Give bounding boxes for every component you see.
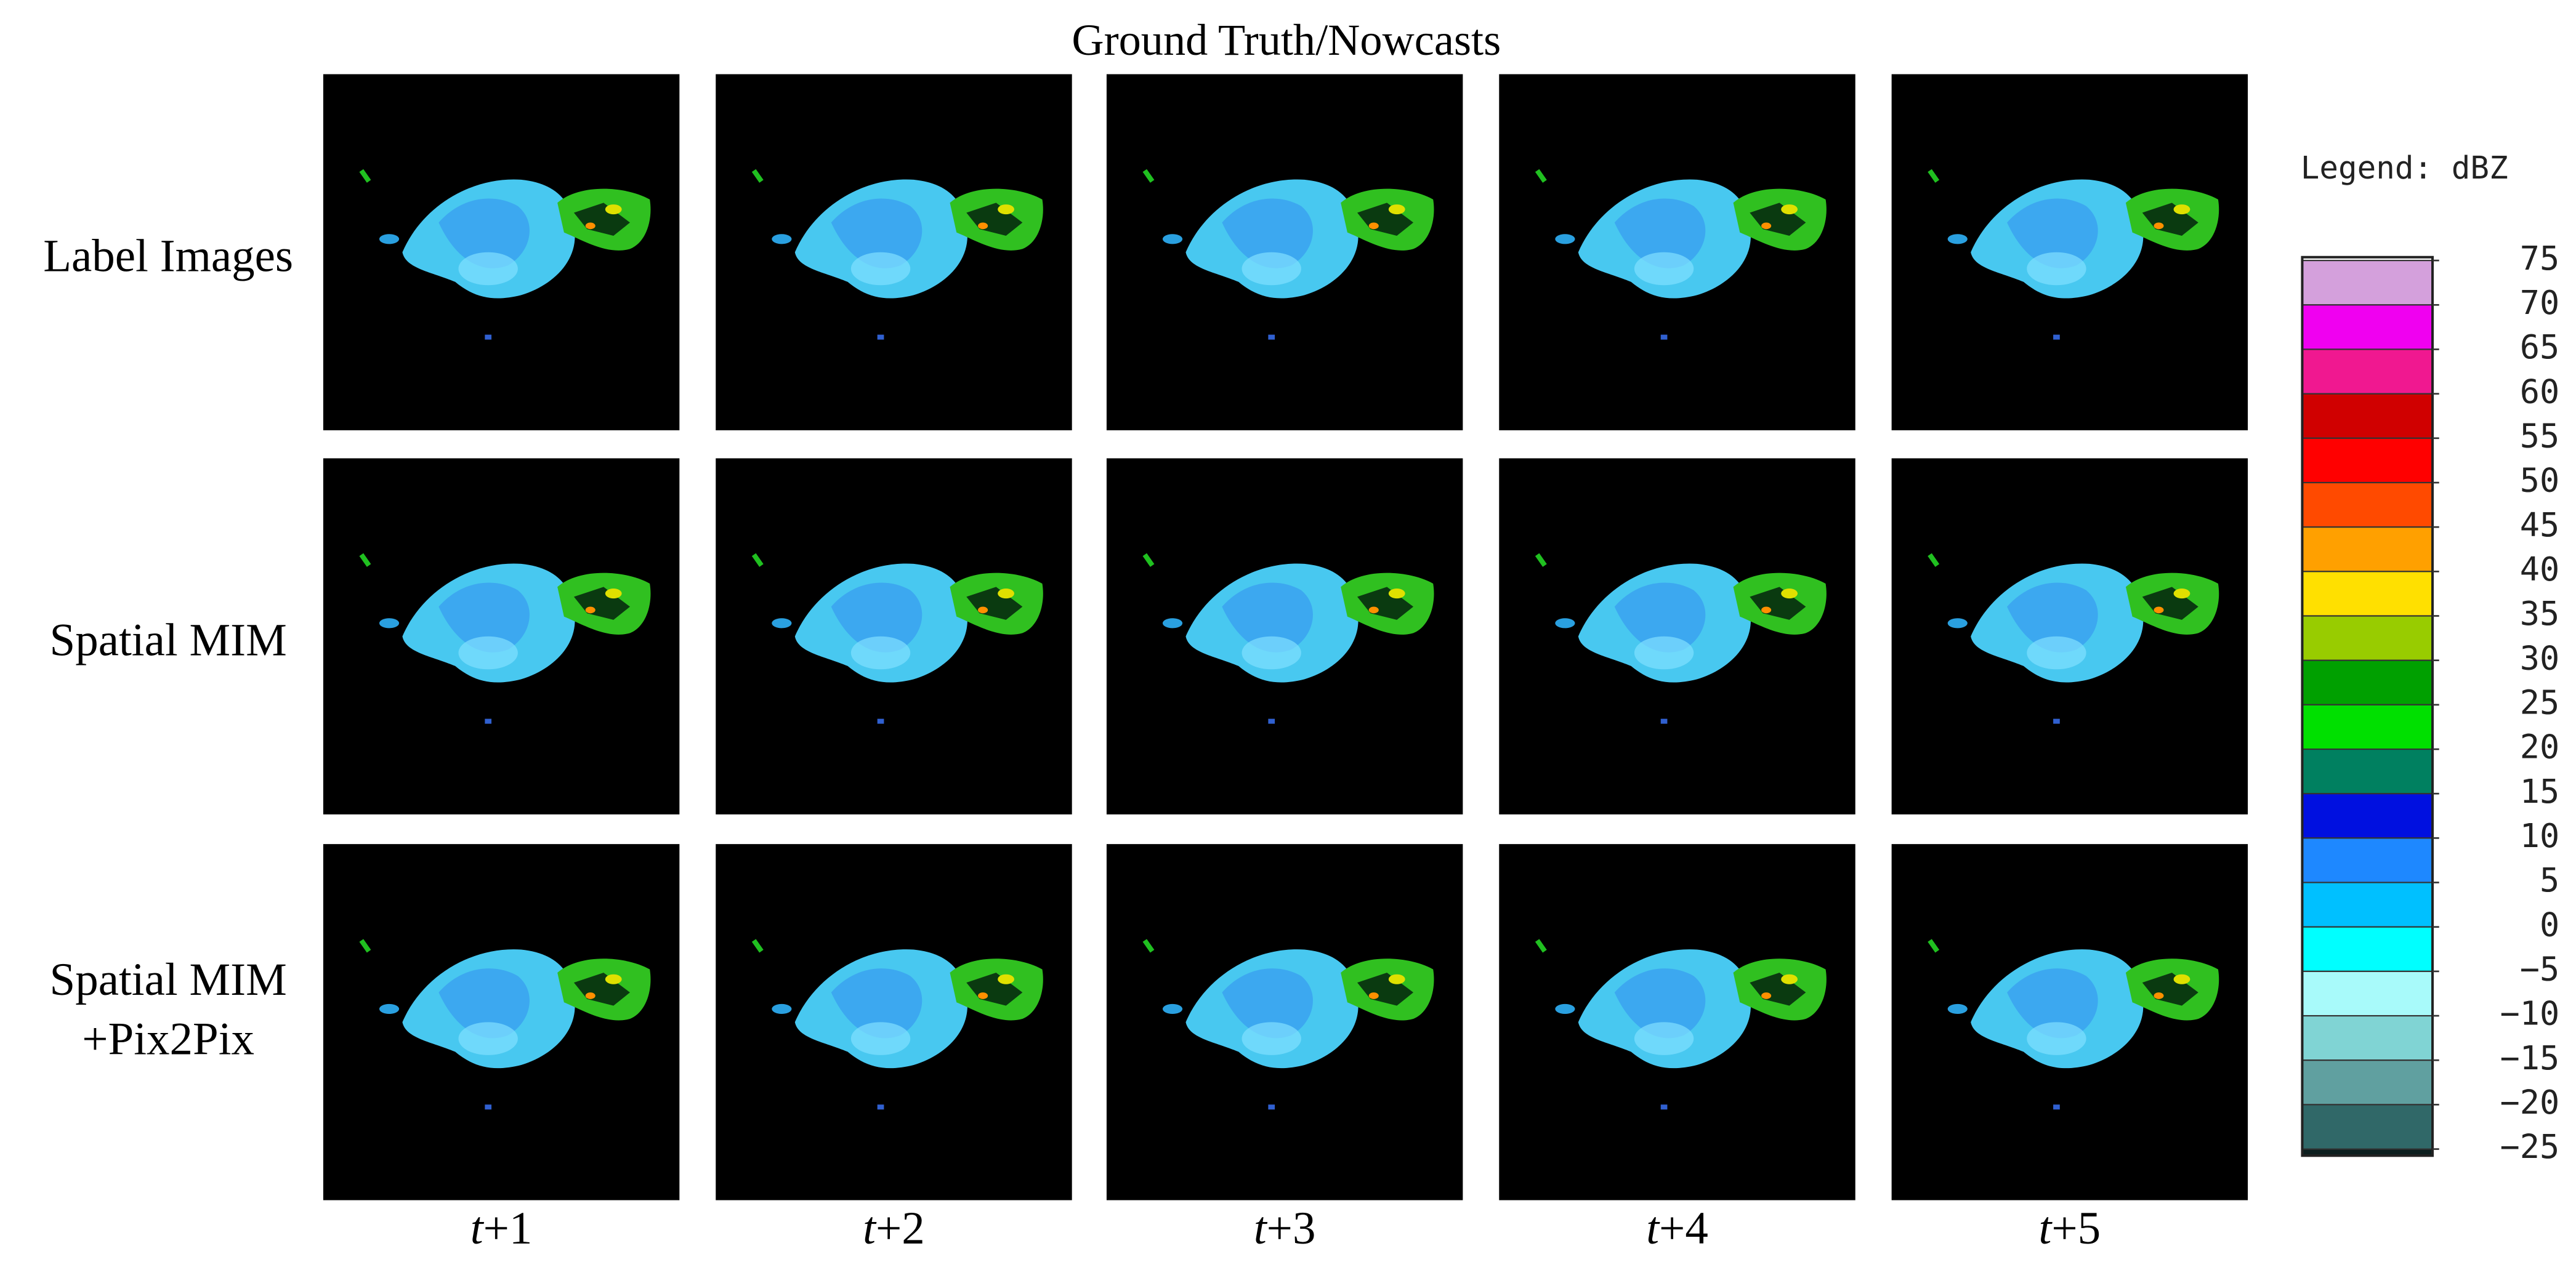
row-label: +Pix2Pix bbox=[82, 1013, 254, 1064]
color-band bbox=[2301, 748, 2434, 795]
tick-label: 60 bbox=[2520, 372, 2559, 411]
tick-label: 50 bbox=[2520, 461, 2559, 500]
color-band bbox=[2301, 926, 2434, 972]
figure-title: Ground Truth/Nowcasts bbox=[1072, 15, 1501, 65]
color-band bbox=[2301, 393, 2434, 439]
color-band bbox=[2301, 260, 2434, 306]
row-label: Spatial MIM bbox=[50, 954, 287, 1005]
color-band bbox=[2301, 1104, 2434, 1150]
radar-image bbox=[1499, 458, 1855, 814]
color-band bbox=[2301, 1059, 2434, 1106]
row-label: Label Images bbox=[43, 230, 293, 281]
tick-label: −15 bbox=[2500, 1039, 2560, 1077]
color-band bbox=[2301, 615, 2434, 661]
color-band bbox=[2301, 704, 2434, 750]
color-band bbox=[2301, 1015, 2434, 1061]
radar-image bbox=[1891, 74, 2248, 430]
radar-image bbox=[1499, 844, 1855, 1200]
radar-image bbox=[323, 844, 680, 1200]
tick-label: 45 bbox=[2520, 505, 2559, 544]
radar-image bbox=[1106, 74, 1463, 430]
radar-image bbox=[716, 844, 1072, 1200]
tick-label: 20 bbox=[2520, 728, 2559, 766]
tick-label: 55 bbox=[2520, 416, 2559, 455]
column-label: t+4 bbox=[1646, 1203, 1708, 1254]
column-label: t+1 bbox=[470, 1203, 533, 1254]
tick-label: 40 bbox=[2520, 550, 2559, 589]
tick-label: 0 bbox=[2540, 905, 2559, 944]
tick-label: −25 bbox=[2500, 1127, 2560, 1166]
color-band bbox=[2301, 304, 2434, 350]
tick-label: 10 bbox=[2520, 816, 2559, 855]
tick-label: 30 bbox=[2520, 638, 2559, 677]
color-band bbox=[2301, 437, 2434, 484]
color-band bbox=[2301, 571, 2434, 617]
radar-image bbox=[716, 458, 1072, 814]
color-band bbox=[2301, 882, 2434, 928]
radar-image bbox=[716, 74, 1072, 430]
row-label: Spatial MIM bbox=[50, 614, 287, 665]
color-band bbox=[2301, 659, 2434, 705]
tick-label: −10 bbox=[2500, 994, 2560, 1033]
color-band bbox=[2301, 837, 2434, 883]
column-label: t+3 bbox=[1254, 1203, 1316, 1254]
radar-image bbox=[1499, 74, 1855, 430]
colorbar-frame bbox=[2301, 255, 2434, 1157]
tick-label: 5 bbox=[2540, 861, 2559, 899]
tick-label: −5 bbox=[2520, 950, 2559, 989]
tick-label: −20 bbox=[2500, 1083, 2560, 1122]
color-band bbox=[2301, 970, 2434, 1017]
radar-image bbox=[1891, 458, 2248, 814]
column-label: t+5 bbox=[2039, 1203, 2101, 1254]
color-band bbox=[2301, 481, 2434, 528]
radar-image bbox=[1891, 844, 2248, 1200]
tick-label: 25 bbox=[2520, 683, 2559, 721]
radar-image bbox=[323, 458, 680, 814]
radar-image bbox=[323, 74, 680, 430]
color-band bbox=[2301, 526, 2434, 573]
color-band bbox=[2301, 348, 2434, 395]
tick-label: 70 bbox=[2520, 283, 2559, 322]
column-label: t+2 bbox=[863, 1203, 925, 1254]
tick-label: 35 bbox=[2520, 594, 2559, 633]
tick-label: 75 bbox=[2520, 239, 2559, 278]
legend-title: Legend: dBZ bbox=[2301, 150, 2508, 186]
color-band bbox=[2301, 793, 2434, 839]
radar-image bbox=[1106, 458, 1463, 814]
radar-image bbox=[1106, 844, 1463, 1200]
tick-label: 65 bbox=[2520, 328, 2559, 366]
tick-label: 15 bbox=[2520, 772, 2559, 811]
